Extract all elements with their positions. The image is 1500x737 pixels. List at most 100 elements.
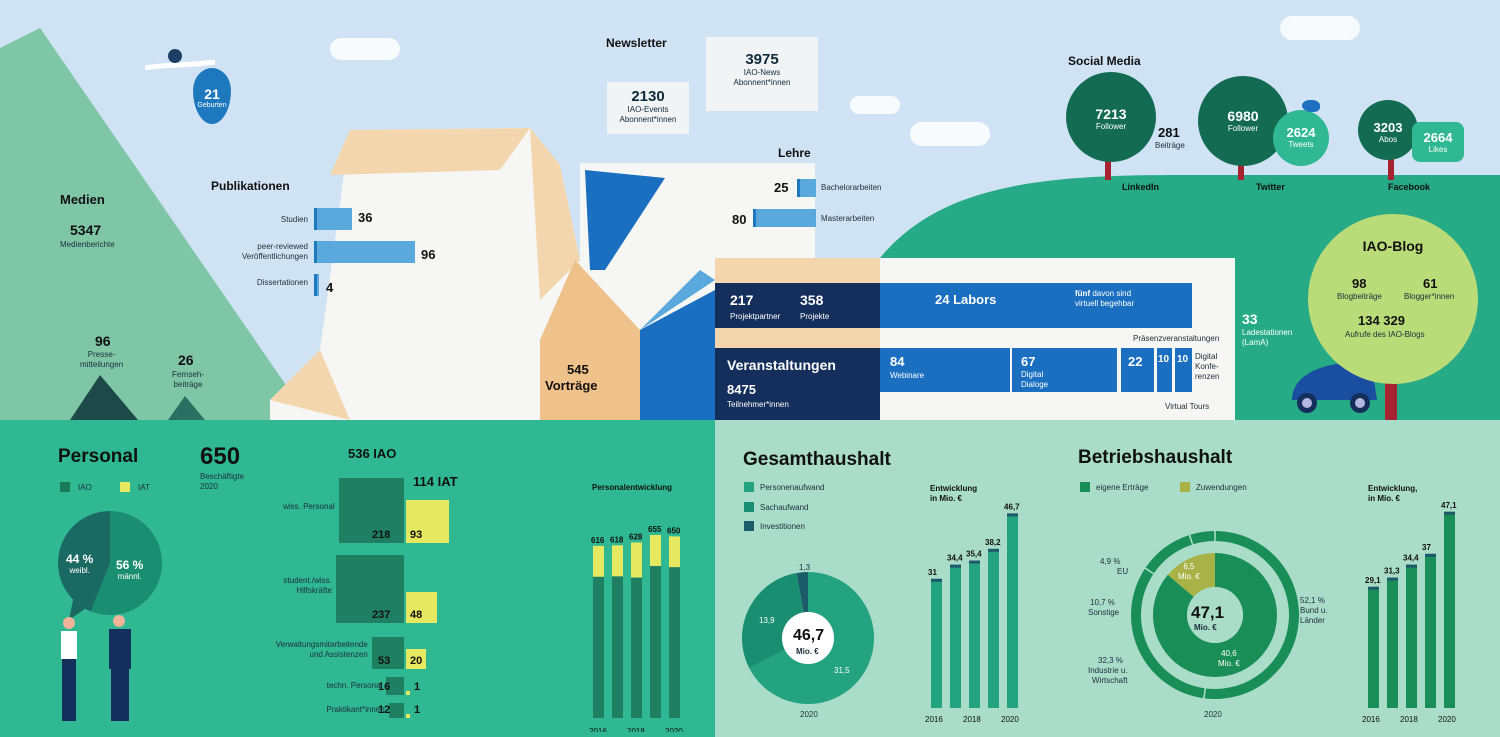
blog-bloggers: 61 bbox=[1423, 276, 1438, 291]
dev-axis-tick: 2020 bbox=[1438, 715, 1456, 722]
legend-eigene: eigene Erträge bbox=[1096, 483, 1149, 492]
donut-center bbox=[1187, 587, 1243, 643]
dev-bar-value: 38,2 bbox=[985, 538, 1001, 547]
legend-iat: IAT bbox=[138, 483, 150, 492]
births-label: Geburten bbox=[197, 102, 227, 109]
dev-bar bbox=[1444, 511, 1455, 708]
dev-bar bbox=[931, 578, 942, 708]
dev-bar-value: 31 bbox=[928, 568, 937, 577]
betrieb-dev-title: Entwicklung, in Mio. € bbox=[1368, 484, 1418, 503]
dev-bar bbox=[969, 560, 980, 708]
top-scene: 21 Geburten Medien 5347 Medienberichte 9… bbox=[0, 16, 1500, 420]
gesamt-invest-value: 1,3 bbox=[799, 563, 811, 572]
event-bar bbox=[1012, 348, 1117, 392]
gesamthaushalt-title: Gesamthaushalt bbox=[743, 449, 891, 470]
legend-swatch bbox=[744, 521, 754, 531]
newsletter-news: 3975 IAO-News Abonnent*innen bbox=[706, 37, 818, 111]
betrieb-center: 47,1 bbox=[1191, 603, 1225, 622]
dev-bar-value: 34,4 bbox=[947, 554, 963, 563]
dev-bar-value: 616 bbox=[591, 536, 605, 545]
gesamt-donut bbox=[742, 572, 874, 704]
tree-trunk bbox=[1388, 150, 1394, 180]
gesamt-personen-value: 31,5 bbox=[834, 666, 850, 675]
virtual-label: Virtual Tours bbox=[1165, 402, 1210, 411]
dev-bar-top bbox=[1444, 511, 1455, 515]
legend-iat-swatch bbox=[120, 482, 130, 492]
people-illustration bbox=[55, 615, 145, 725]
legend-iao: IAO bbox=[78, 483, 92, 492]
gesamt-development-chart: 31 34,4 35,438,2 46,7 2016 2018 2020 bbox=[925, 502, 1020, 722]
dev-bar-top bbox=[1425, 553, 1436, 557]
linkedin-posts-label: Beiträge bbox=[1155, 141, 1185, 150]
personalentwicklung-title: Personalentwicklung bbox=[592, 483, 673, 492]
medien-count: 5347 bbox=[70, 222, 102, 238]
stork-icon bbox=[144, 48, 225, 78]
staff-bar-iat bbox=[406, 713, 411, 718]
series-iat-total: 114 IAT bbox=[413, 474, 458, 489]
legend-swatch bbox=[744, 502, 754, 512]
legend-sachaufwand: Sachaufwand bbox=[760, 503, 809, 512]
pub-bar bbox=[314, 274, 319, 296]
gesamt-year: 2020 bbox=[800, 710, 818, 719]
dev-bar-value: 618 bbox=[610, 535, 624, 544]
staff-value-iat: 93 bbox=[410, 529, 423, 541]
newsletter-events: 2130 IAO-Events Abonnent*innen bbox=[607, 82, 689, 134]
dev-bar bbox=[1007, 513, 1018, 708]
dev-bar bbox=[1368, 586, 1379, 708]
pie-label-female: 44 % weibl. bbox=[66, 552, 94, 575]
bund-value: 52,1 % bbox=[1300, 596, 1325, 605]
dev-bar-iat bbox=[612, 545, 623, 577]
births-value: 21 bbox=[204, 86, 220, 102]
blog-posts: 98 bbox=[1352, 276, 1367, 291]
dev-bar-value: 650 bbox=[667, 526, 681, 535]
labors-note: fünf davon sind virtuell begehbar bbox=[1075, 289, 1135, 308]
bund-label: Bund u. Länder bbox=[1300, 606, 1328, 625]
blog-bloggers-label: Blogger*innen bbox=[1404, 292, 1455, 301]
dev-bar-value: 29,1 bbox=[1365, 576, 1381, 585]
dev-axis-tick: 2018 bbox=[963, 715, 981, 722]
linkedin-posts: 281 bbox=[1158, 125, 1180, 140]
pub-bar bbox=[314, 208, 352, 230]
series-iao-total: 536 IAO bbox=[348, 446, 397, 461]
dev-bar-iat bbox=[631, 542, 642, 578]
dev-bar bbox=[1406, 564, 1417, 708]
legend-iao-swatch bbox=[60, 482, 70, 492]
tv-label: Fernseh- beiträge bbox=[172, 370, 205, 389]
staff-category-label: wiss. Personal bbox=[283, 502, 335, 511]
dev-bar bbox=[988, 548, 999, 708]
dev-bar-top bbox=[988, 548, 999, 552]
twitter-name: Twitter bbox=[1256, 182, 1285, 192]
dev-bar-iao bbox=[593, 576, 604, 718]
dev-bar-iao bbox=[612, 576, 623, 718]
blog-views-label: Aufrufe des IAO-Blogs bbox=[1345, 330, 1425, 339]
donut-slice bbox=[742, 573, 804, 669]
staff-bar-iat bbox=[406, 500, 449, 543]
donut-center bbox=[782, 612, 834, 664]
bird-icon bbox=[1302, 100, 1320, 112]
dev-bar-top bbox=[1007, 513, 1018, 517]
outer-slice bbox=[1145, 535, 1192, 574]
lade-label: Ladestationen (LamA) bbox=[1242, 328, 1293, 347]
pie-slice-female bbox=[57, 511, 110, 612]
dev-bar-value: 46,7 bbox=[1004, 502, 1020, 511]
social-title: Social Media bbox=[1068, 54, 1141, 68]
dev-bar-top bbox=[1406, 564, 1417, 568]
event-bar bbox=[1121, 348, 1154, 392]
donut-slice bbox=[749, 572, 874, 704]
veranstaltungen-count: 8475 bbox=[727, 382, 756, 397]
staff-bar-iao bbox=[388, 702, 404, 718]
lehre-bachelor-label: Bachelorarbeiten bbox=[821, 183, 882, 192]
eu-label: EU bbox=[1117, 567, 1129, 576]
lehre-bar bbox=[797, 179, 816, 197]
betriebshaushalt-title: Betriebshaushalt bbox=[1078, 447, 1233, 468]
labors-band bbox=[880, 283, 1192, 328]
blog-posts-label: Blogbeiträge bbox=[1337, 292, 1382, 301]
dev-bar-value: 47,1 bbox=[1441, 501, 1457, 510]
gender-pie bbox=[57, 511, 162, 620]
dev-bar bbox=[1425, 553, 1436, 708]
blog-tree: IAO-Blog bbox=[1308, 214, 1478, 384]
dev-axis-tick: 2020 bbox=[665, 727, 683, 732]
staff-bar-iat bbox=[406, 592, 437, 623]
dev-axis-tick: 2016 bbox=[1362, 715, 1380, 722]
staff-value-iat: 1 bbox=[414, 704, 421, 716]
